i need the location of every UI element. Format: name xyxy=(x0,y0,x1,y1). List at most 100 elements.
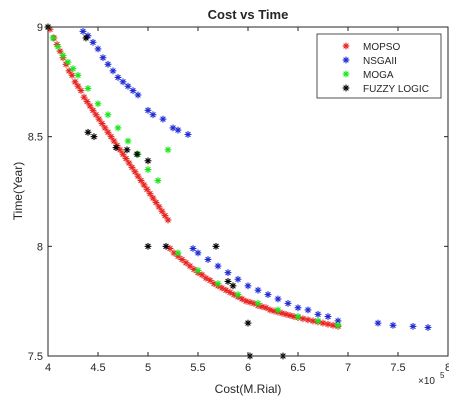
data-point-nsgaii xyxy=(149,111,157,119)
data-point-moga xyxy=(84,85,92,92)
data-point-fuzzy-logic xyxy=(162,242,170,250)
x-tick-label: 4 xyxy=(45,362,51,374)
data-point-mopso xyxy=(92,111,100,119)
x-tick-label: 5.5 xyxy=(190,362,205,374)
data-point-nsgaii xyxy=(134,91,142,99)
data-point-mopso xyxy=(161,212,169,220)
data-point-nsgaii xyxy=(374,319,382,327)
data-point-mopso xyxy=(83,98,91,105)
data-point-moga xyxy=(74,71,82,79)
y-axis-label: Time(Year) xyxy=(11,162,25,220)
data-point-nsgaii xyxy=(89,38,97,46)
data-point-nsgaii xyxy=(424,324,432,331)
data-point-nsgaii xyxy=(104,60,112,68)
data-point-mopso xyxy=(230,291,238,298)
data-point-moga xyxy=(314,317,322,325)
data-point-nsgaii xyxy=(119,78,127,86)
data-point-nsgaii xyxy=(79,27,87,35)
data-point-mopso xyxy=(137,177,145,184)
data-point-fuzzy-logic xyxy=(244,319,252,327)
data-point-mopso xyxy=(89,106,97,114)
data-point-mopso xyxy=(116,146,124,154)
data-point-moga xyxy=(154,177,162,184)
x-tick-label: 6 xyxy=(245,362,251,374)
data-point-mopso xyxy=(128,163,136,171)
data-point-fuzzy-logic xyxy=(212,242,220,250)
data-point-nsgaii xyxy=(184,131,192,138)
data-point-nsgaii xyxy=(94,45,102,53)
data-point-moga xyxy=(174,249,182,257)
chart-title: Cost vs Time xyxy=(208,7,289,22)
data-point-nsgaii xyxy=(244,282,252,290)
y-tick-label: 8.5 xyxy=(28,132,43,144)
series-mopso xyxy=(46,25,342,330)
data-point-mopso xyxy=(119,150,127,158)
data-point-fuzzy-logic xyxy=(133,150,141,158)
data-point-nsgaii xyxy=(294,304,302,312)
legend-marker-mopso xyxy=(342,42,350,50)
legend-marker-nsgaii xyxy=(342,56,350,64)
x-exponent: ×10 5 xyxy=(418,371,445,387)
data-point-moga xyxy=(59,52,67,59)
data-point-mopso xyxy=(125,159,133,167)
data-point-nsgaii xyxy=(174,126,182,134)
data-point-mopso xyxy=(164,216,172,224)
data-point-mopso xyxy=(122,155,130,162)
data-point-moga xyxy=(104,111,112,119)
data-point-moga xyxy=(194,267,202,274)
y-tick-label: 9 xyxy=(37,22,43,34)
data-point-mopso xyxy=(222,286,230,294)
data-point-mopso xyxy=(152,199,160,206)
series-moga xyxy=(44,23,342,329)
y-tick-label: 7.5 xyxy=(28,351,43,363)
data-point-fuzzy-logic xyxy=(123,146,131,154)
data-point-nsgaii xyxy=(99,54,107,62)
data-point-nsgaii xyxy=(224,269,232,277)
data-point-mopso xyxy=(158,207,166,215)
data-point-fuzzy-logic xyxy=(224,278,232,285)
data-point-moga xyxy=(164,146,172,154)
data-point-mopso xyxy=(77,87,85,95)
data-point-nsgaii xyxy=(204,256,212,263)
data-point-fuzzy-logic xyxy=(229,282,237,290)
data-point-mopso xyxy=(71,78,79,86)
legend-label-nsgaii: NSGAII xyxy=(363,56,397,67)
data-point-nsgaii xyxy=(129,87,137,95)
data-point-nsgaii xyxy=(109,67,117,75)
x-tick-label: 5 xyxy=(145,362,151,374)
data-point-fuzzy-logic xyxy=(84,128,92,136)
data-point-nsgaii xyxy=(264,291,272,298)
x-axis-label: Cost(M.Rial) xyxy=(215,382,282,396)
x-tick-label: 8 xyxy=(445,362,449,374)
data-point-moga xyxy=(64,58,72,66)
data-point-mopso xyxy=(86,102,94,110)
data-point-mopso xyxy=(186,262,194,270)
data-point-mopso xyxy=(95,115,103,123)
x-tick-label: 7.5 xyxy=(390,362,405,374)
data-point-moga xyxy=(94,100,102,108)
data-point-nsgaii xyxy=(189,245,197,252)
data-point-moga xyxy=(69,65,77,73)
data-point-moga xyxy=(254,299,262,307)
data-point-moga xyxy=(114,124,122,132)
data-point-moga xyxy=(144,166,152,173)
data-point-fuzzy-logic xyxy=(82,34,90,42)
data-point-mopso xyxy=(98,120,106,127)
data-point-moga xyxy=(234,291,242,298)
data-point-mopso xyxy=(101,124,109,132)
data-point-mopso xyxy=(131,168,139,176)
data-point-moga xyxy=(294,313,302,320)
data-point-mopso xyxy=(149,194,157,202)
legend-marker-fuzzy-logic xyxy=(342,84,350,92)
x-tick-label: 7 xyxy=(345,362,351,374)
x-exponent-power: 5 xyxy=(440,371,445,380)
data-point-mopso xyxy=(134,172,142,180)
data-point-moga xyxy=(214,280,222,288)
plot-frame xyxy=(47,26,449,357)
data-point-moga xyxy=(49,34,57,42)
data-point-mopso xyxy=(324,320,332,328)
data-point-mopso xyxy=(143,185,151,193)
data-point-moga xyxy=(124,137,132,145)
series-nsgaii xyxy=(79,27,432,331)
